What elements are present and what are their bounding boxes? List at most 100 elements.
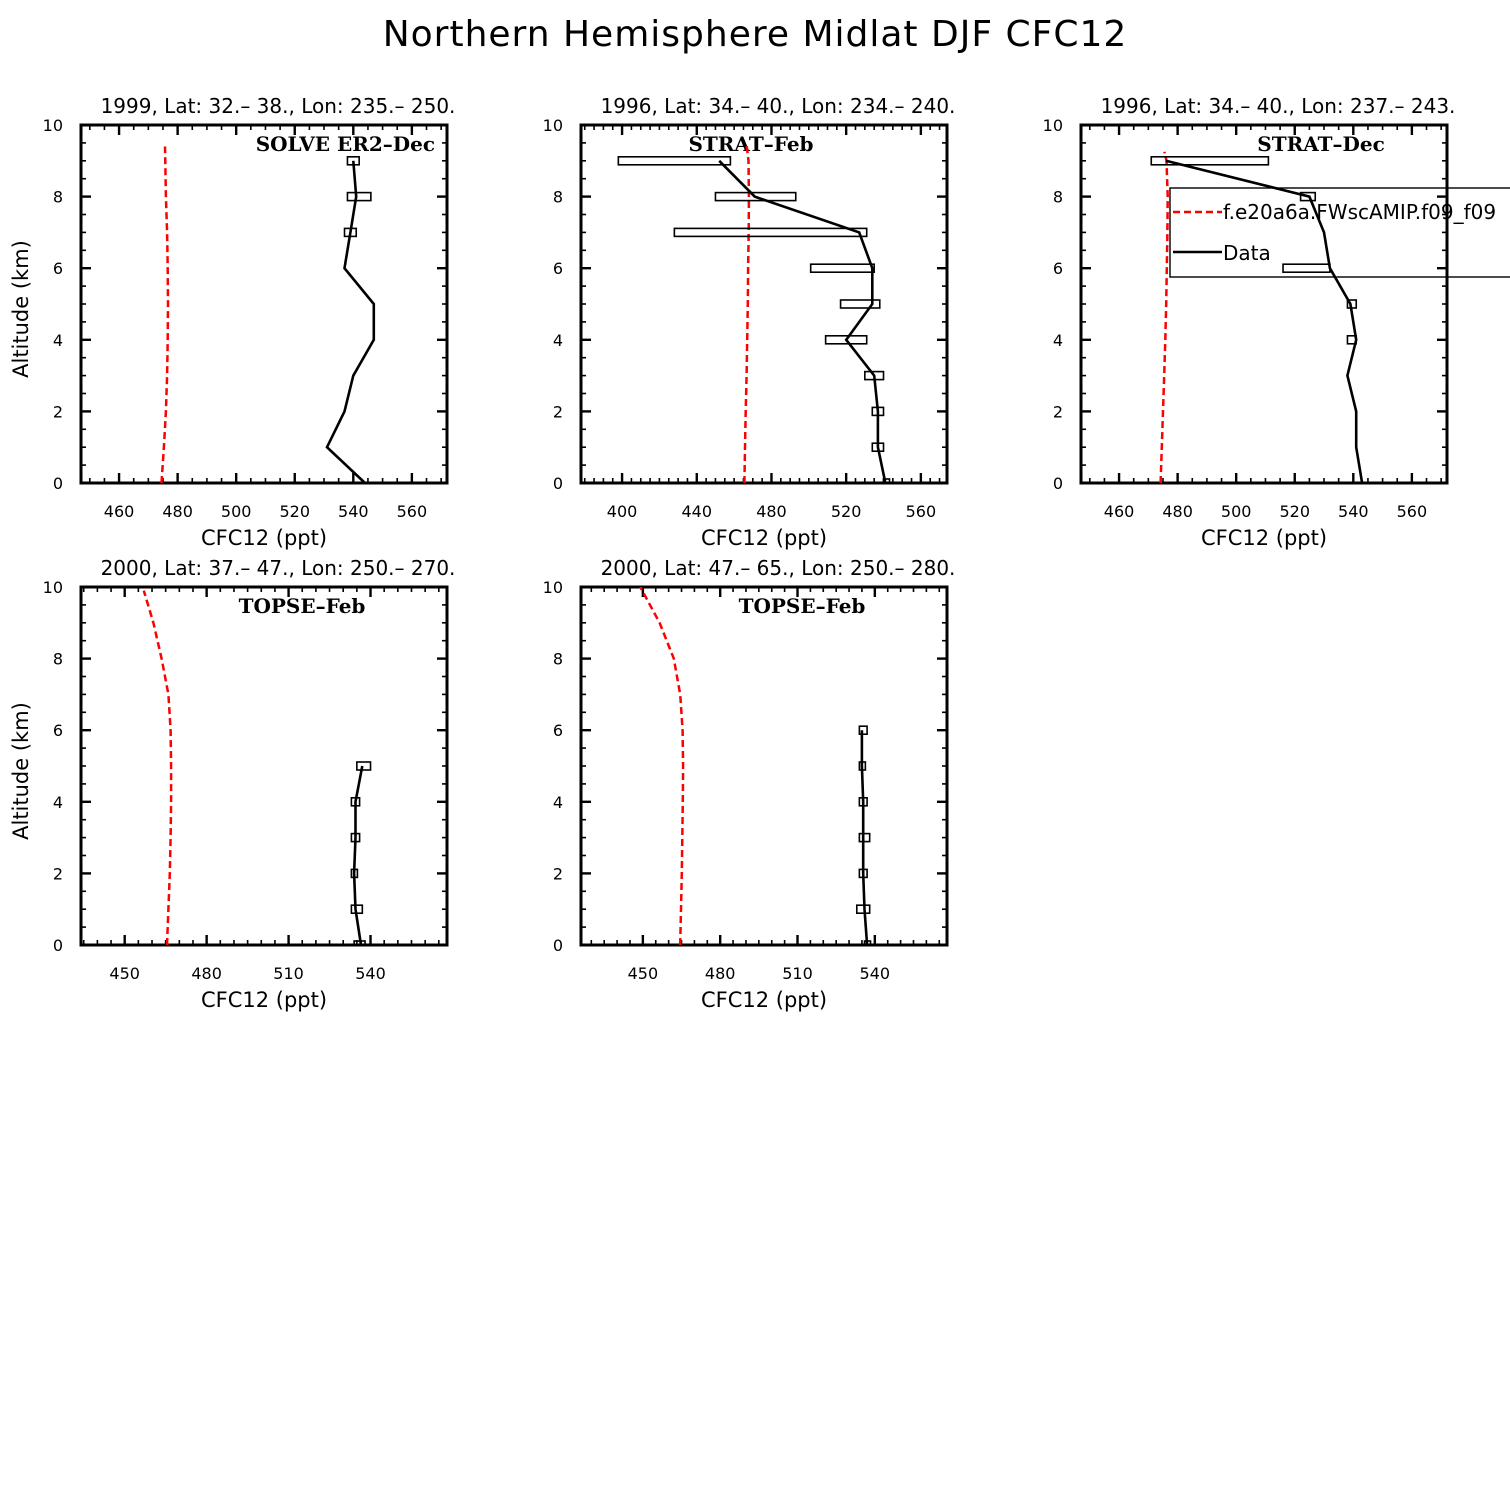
y-tick-label: 6	[1053, 259, 1063, 278]
y-tick-label: 4	[1053, 331, 1063, 350]
plot-area	[1150, 151, 1364, 483]
x-tick-label: 450	[628, 964, 659, 983]
x-tick-label: 480	[705, 964, 736, 983]
y-tick-label: 4	[53, 793, 63, 812]
x-tick-label: 480	[191, 964, 222, 983]
y-tick-label: 8	[1053, 188, 1063, 207]
y-tick-label: 10	[43, 578, 63, 597]
data-range-box	[858, 761, 867, 771]
model-series-line	[639, 587, 685, 945]
y-tick-label: 6	[53, 259, 63, 278]
plot-frame	[1079, 123, 1449, 485]
x-axis-label: CFC12 (ppt)	[701, 526, 827, 550]
x-tick-label: 540	[860, 964, 891, 983]
data-range-box	[346, 191, 372, 202]
y-tick-label: 2	[53, 864, 63, 883]
y-tick-label: 10	[543, 578, 563, 597]
y-tick-label: 10	[543, 116, 563, 135]
x-tick-label: 480	[756, 502, 787, 521]
x-tick-label: 520	[831, 502, 862, 521]
y-tick-label: 0	[53, 474, 63, 493]
campaign-label: STRAT–Dec	[1257, 132, 1385, 156]
data-range-box	[1282, 263, 1331, 274]
data-range-box	[858, 725, 868, 736]
data-range-box	[350, 904, 364, 915]
plot-area	[142, 590, 372, 945]
x-tick-label: 540	[1338, 502, 1369, 521]
plot-frame	[579, 123, 949, 485]
y-tick-label: 0	[553, 936, 563, 955]
model-series-line	[743, 142, 751, 483]
x-tick-label: 510	[782, 964, 813, 983]
campaign-label: TOPSE–Feb	[739, 594, 866, 618]
x-tick-label: 450	[109, 964, 140, 983]
data-range-box	[871, 406, 885, 417]
y-tick-label: 6	[553, 259, 563, 278]
y-tick-label: 6	[553, 721, 563, 740]
data-range-box	[346, 156, 360, 166]
data-range-box	[858, 868, 868, 879]
data-series-line	[325, 160, 376, 483]
y-tick-label: 4	[53, 331, 63, 350]
x-tick-label: 440	[682, 502, 713, 521]
data-series-line	[718, 159, 887, 483]
chart-panel-3: 460 480 500 520 540 560 0 2 4 6 8 10 1996, Lat: 34.–…	[1043, 94, 1510, 550]
panel-title: 2000, Lat: 47.– 65., Lon: 250.– 280.	[601, 556, 956, 580]
x-tick-label: 520	[1279, 502, 1310, 521]
y-tick-label: 0	[53, 936, 63, 955]
x-tick-label: 510	[273, 964, 304, 983]
x-tick-label: 460	[104, 502, 135, 521]
y-tick-label: 4	[553, 793, 563, 812]
data-series-line	[860, 730, 869, 945]
panel-title: 1996, Lat: 34.– 40., Lon: 237.– 243.	[1101, 94, 1456, 118]
x-tick-label: 540	[355, 964, 386, 983]
data-range-box	[353, 940, 366, 945]
x-tick-label: 400	[607, 502, 638, 521]
y-tick-label: 8	[53, 650, 63, 669]
chart-panel-1: 460 480 500 520 540 560 0 2 4 6 8 10 1999, Lat: 32.–…	[9, 94, 455, 550]
y-tick-label: 6	[53, 721, 63, 740]
y-axis-label: Altitude (km)	[9, 702, 33, 840]
y-tick-label: 8	[53, 188, 63, 207]
data-range-box	[617, 156, 732, 166]
legend-model-label: f.e20a6a.FWscAMIP.f09_f09	[1223, 200, 1496, 224]
data-range-box	[350, 868, 359, 879]
data-range-box	[1346, 334, 1358, 345]
data-range-box	[350, 832, 361, 843]
panel-title: 2000, Lat: 37.– 47., Lon: 250.– 270.	[101, 556, 456, 580]
data-range-box	[356, 761, 372, 771]
chart-panel-2: 400 440 480 520 560 0 2 4 6 8 10 1996, Lat: 34.– 40…	[543, 94, 956, 550]
data-range-box	[809, 263, 875, 274]
campaign-label: SOLVE ER2–Dec	[256, 132, 435, 156]
data-range-box	[673, 227, 868, 238]
y-tick-label: 4	[553, 331, 563, 350]
chart-panel-5: 450 480 510 540 0 2 4 6 8 10 2000, Lat: 47.– 65., …	[543, 556, 956, 1012]
y-tick-label: 2	[553, 864, 563, 883]
x-tick-label: 560	[397, 502, 428, 521]
y-tick-label: 0	[553, 474, 563, 493]
data-range-box	[863, 940, 872, 945]
legend-data-label: Data	[1223, 241, 1271, 265]
y-tick-label: 10	[1043, 116, 1063, 135]
y-tick-label: 2	[553, 402, 563, 421]
data-range-box	[882, 478, 891, 483]
plot-frame	[79, 123, 449, 485]
campaign-label: TOPSE–Feb	[239, 594, 366, 618]
data-range-box	[350, 796, 361, 807]
data-range-box	[1150, 156, 1270, 166]
model-series-line	[142, 590, 173, 945]
model-series-line	[1159, 151, 1169, 483]
data-range-box	[858, 832, 871, 843]
figure-title: Northern Hemisphere Midlat DJF CFC12	[383, 14, 1128, 55]
x-axis-label: CFC12 (ppt)	[201, 988, 327, 1012]
chart-panel-4: 450 480 510 540 0 2 4 6 8 10 2000, Lat: 37.– 47., …	[9, 556, 455, 1012]
x-tick-label: 540	[338, 502, 369, 521]
data-range-box	[714, 191, 797, 202]
legend-box	[1169, 187, 1510, 278]
data-range-box	[343, 227, 358, 238]
x-tick-label: 560	[1397, 502, 1428, 521]
x-tick-label: 520	[279, 502, 310, 521]
